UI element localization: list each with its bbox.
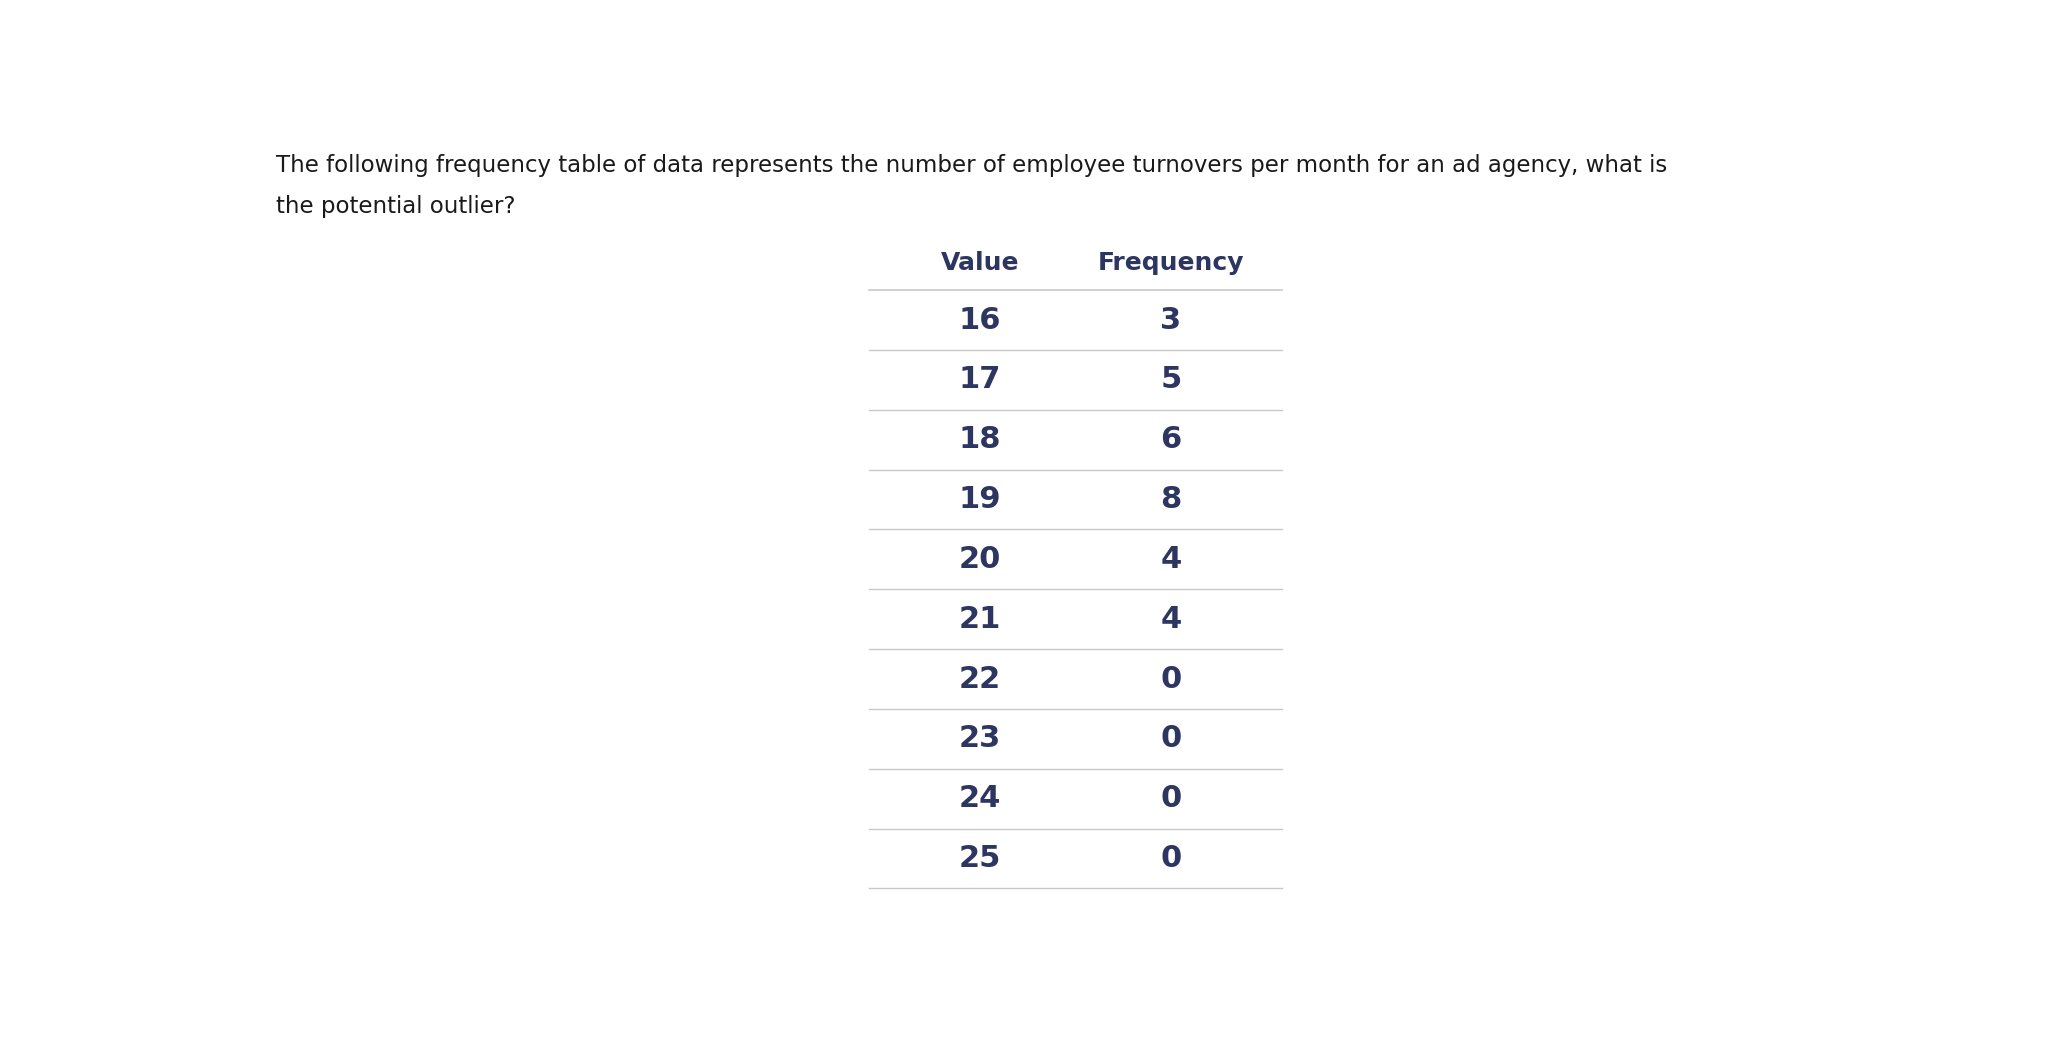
Text: 19: 19 [958,485,1001,514]
Text: 8: 8 [1159,485,1182,514]
Text: 0: 0 [1159,784,1182,813]
Text: 5: 5 [1159,365,1182,395]
Text: 6: 6 [1159,425,1182,455]
Text: 25: 25 [958,844,1001,873]
Text: 3: 3 [1159,306,1182,335]
Text: 23: 23 [958,724,1001,753]
Text: 18: 18 [958,425,1001,455]
Text: The following frequency table of data represents the number of employee turnover: The following frequency table of data re… [275,154,1666,177]
Text: 0: 0 [1159,665,1182,693]
Text: Frequency: Frequency [1098,251,1244,275]
Text: 4: 4 [1159,545,1182,574]
Text: the potential outlier?: the potential outlier? [275,194,515,217]
Text: 4: 4 [1159,605,1182,634]
Text: 0: 0 [1159,724,1182,753]
Text: 17: 17 [958,365,1001,395]
Text: 22: 22 [958,665,1001,693]
Text: Value: Value [940,251,1020,275]
Text: 20: 20 [958,545,1001,574]
Text: 0: 0 [1159,844,1182,873]
Text: 24: 24 [958,784,1001,813]
Text: 16: 16 [958,306,1001,335]
Text: 21: 21 [958,605,1001,634]
